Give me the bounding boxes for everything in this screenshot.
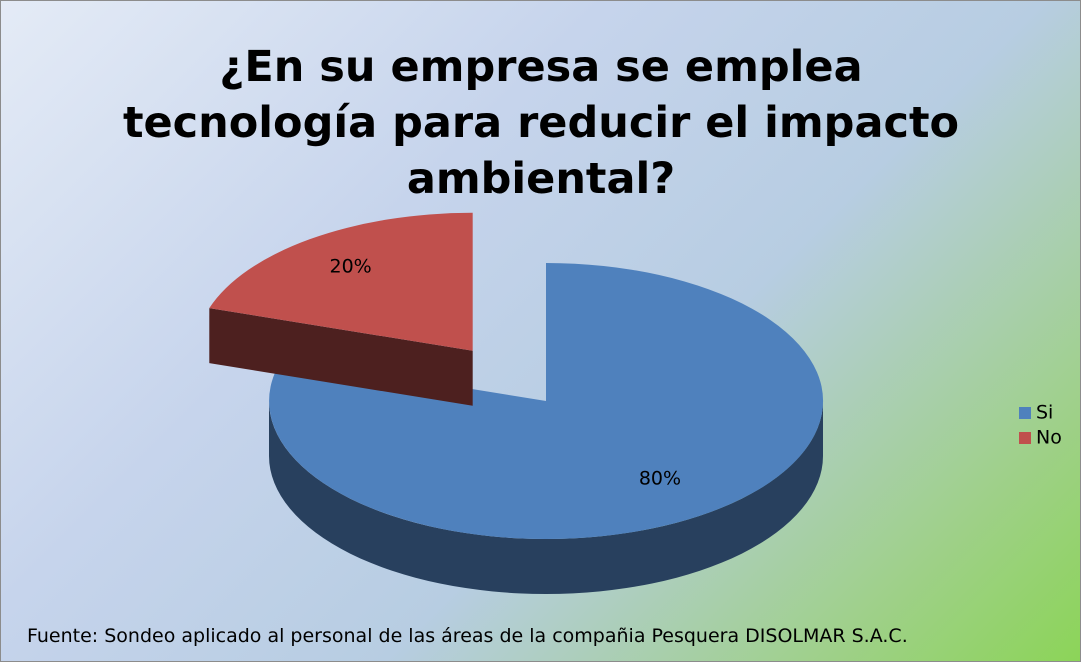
data-label: 20% [330, 256, 372, 278]
slice [269, 263, 824, 539]
chart-title: ¿En su empresa se emplea tecnología para… [122, 42, 960, 204]
legend-swatch [1019, 432, 1031, 444]
legend-label: No [1036, 427, 1062, 449]
legend-swatch [1019, 407, 1031, 419]
data-label: 80% [639, 468, 681, 490]
slice-side [269, 401, 823, 594]
source-note: Fuente: Sondeo aplicado al personal de l… [27, 625, 908, 647]
slice [209, 212, 473, 351]
legend-label: Si [1036, 402, 1053, 424]
slice-wall [209, 308, 473, 406]
